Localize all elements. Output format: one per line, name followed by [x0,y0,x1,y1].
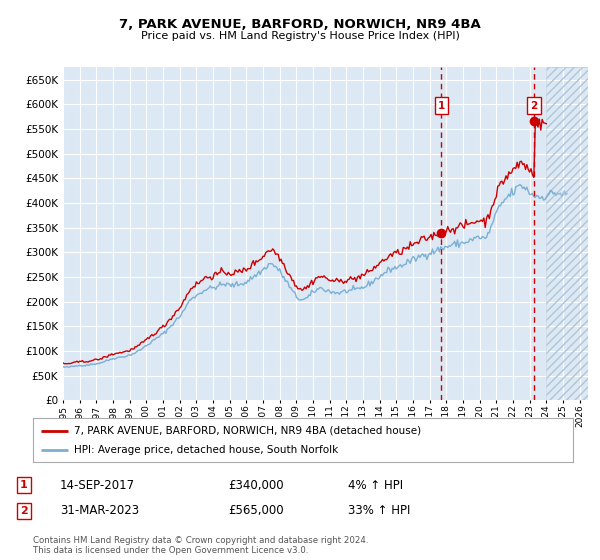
Text: Contains HM Land Registry data © Crown copyright and database right 2024.
This d: Contains HM Land Registry data © Crown c… [33,536,368,556]
Text: 33% ↑ HPI: 33% ↑ HPI [348,505,410,517]
Text: Price paid vs. HM Land Registry's House Price Index (HPI): Price paid vs. HM Land Registry's House … [140,31,460,41]
Text: £565,000: £565,000 [228,505,284,517]
Bar [547,67,588,400]
Text: 4% ↑ HPI: 4% ↑ HPI [348,479,403,492]
Text: 2: 2 [20,506,28,516]
Text: 14-SEP-2017: 14-SEP-2017 [60,479,135,492]
Text: 1: 1 [20,480,28,490]
Text: 2: 2 [530,100,538,110]
Text: 1: 1 [438,100,445,110]
Text: 7, PARK AVENUE, BARFORD, NORWICH, NR9 4BA: 7, PARK AVENUE, BARFORD, NORWICH, NR9 4B… [119,18,481,31]
Text: HPI: Average price, detached house, South Norfolk: HPI: Average price, detached house, Sout… [74,445,338,455]
Bar [547,67,588,400]
Text: 31-MAR-2023: 31-MAR-2023 [60,505,139,517]
Text: £340,000: £340,000 [228,479,284,492]
Text: 7, PARK AVENUE, BARFORD, NORWICH, NR9 4BA (detached house): 7, PARK AVENUE, BARFORD, NORWICH, NR9 4B… [74,426,421,436]
